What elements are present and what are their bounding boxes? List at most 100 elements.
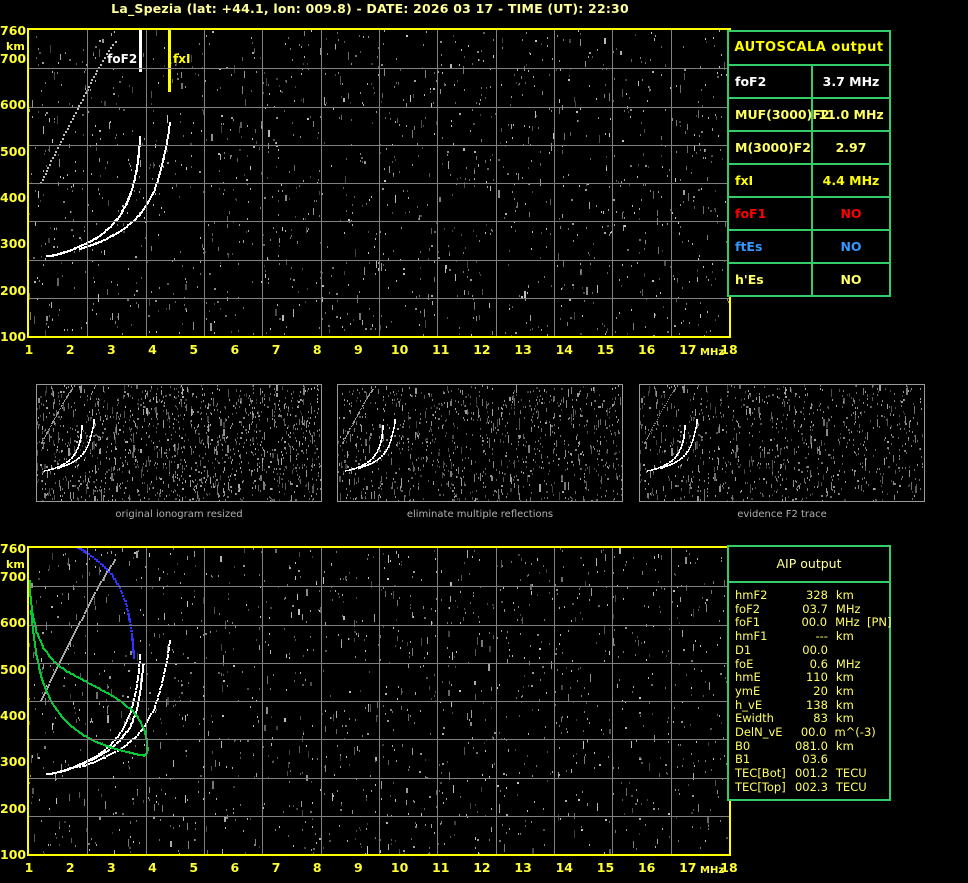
aip-row: ymE 20 km (735, 684, 889, 699)
aip-param-unit (836, 644, 868, 658)
aip-row: B0 081.0 km (735, 739, 889, 754)
thumbnail-original-ionogram-resized[interactable] (36, 384, 322, 502)
aip-param-label: hmF2 (735, 588, 786, 603)
aip-param-flag (868, 726, 889, 740)
x-tick-label: 1 (14, 860, 44, 875)
main-plot-trace-layer (29, 30, 729, 336)
aip-param-unit: TECU (836, 780, 868, 795)
gridline-horizontal (29, 183, 729, 184)
gridline-horizontal (29, 260, 729, 261)
aip-param-unit: MHz (836, 657, 868, 672)
gridline-horizontal (29, 625, 729, 626)
aip-param-flag (868, 603, 889, 617)
y-tick-label: 500 (0, 144, 26, 159)
aip-row: foF2 03.7 MHz (735, 602, 889, 617)
aip-param-value: 081.0 (786, 739, 836, 754)
aip-param-value: 03.7 (786, 602, 836, 617)
y-tick-label: 760 (0, 541, 26, 556)
x-tick-label: 3 (96, 342, 126, 357)
x-tick-label: 16 (632, 342, 662, 357)
marker-fof2-line (139, 30, 143, 72)
aip-param-value: 138 (786, 698, 836, 713)
y-tick-label: 300 (0, 754, 26, 769)
thumbnail-caption-2: evidence F2 trace (639, 509, 925, 520)
y-tick-label: 200 (0, 801, 26, 816)
gridline-horizontal (29, 221, 729, 222)
aip-param-flag (868, 644, 889, 658)
x-tick-label: 10 (385, 860, 415, 875)
y-tick-label: 400 (0, 190, 26, 205)
bottom-plot-area[interactable] (27, 546, 731, 856)
aip-param-label: Ewidth (735, 712, 786, 726)
aip-param-flag (868, 699, 889, 713)
x-tick-label: 4 (138, 860, 168, 875)
aip-param-label: TEC[Bot] (735, 766, 786, 781)
marker-fxi-label: fxI (173, 52, 190, 66)
x-tick-label: 17 (673, 860, 703, 875)
bottom-plot-noise-layer (29, 548, 729, 854)
aip-row: hmE 110 km (735, 671, 889, 685)
aip-param-unit: km (836, 671, 868, 685)
aip-param-flag (868, 712, 889, 726)
y-tick-label: 500 (0, 662, 26, 677)
y-tick-label: 100 (0, 847, 26, 862)
gridline-horizontal (29, 778, 729, 779)
x-tick-label: 9 (343, 860, 373, 875)
main-plot-area[interactable]: foF2 fxI (27, 28, 731, 338)
gridline-horizontal (29, 663, 729, 664)
autoscala-param-label: foF1 (729, 198, 813, 229)
aip-row: hmF1 --- km (735, 629, 889, 644)
x-tick-label: 5 (179, 342, 209, 357)
autoscala-param-value: 4.4 MHz (813, 165, 889, 196)
y-tick-label: 600 (0, 97, 26, 112)
thumbnail-eliminate-multiple-reflections[interactable] (337, 384, 623, 502)
aip-param-label: foF1 (735, 616, 786, 630)
aip-param-value: 03.6 (786, 753, 836, 767)
aip-param-flag (868, 753, 889, 767)
x-tick-label: 18 (714, 860, 744, 875)
aip-param-label: hmF1 (735, 629, 786, 644)
autoscala-param-label: MUF(3000)F2 (729, 99, 830, 130)
aip-row: D1 00.0 (735, 643, 889, 658)
autoscala-row: foF2 3.7 MHz (729, 66, 889, 99)
x-tick-label: 5 (179, 860, 209, 875)
main-plot-y-unit: km (6, 40, 25, 53)
aip-param-value: 00.0 (786, 616, 835, 630)
x-tick-label: 14 (549, 860, 579, 875)
aip-param-label: foE (735, 657, 786, 672)
aip-param-unit: km (836, 712, 868, 726)
x-tick-label: 12 (467, 342, 497, 357)
autoscala-param-value: 2.97 (813, 132, 889, 163)
aip-param-unit: km (836, 629, 868, 644)
y-tick-label: 300 (0, 236, 26, 251)
aip-param-flag (868, 589, 889, 603)
aip-param-value: 20 (786, 684, 836, 699)
y-tick-label: 760 (0, 23, 26, 38)
aip-row: h_vE 138 km (735, 698, 889, 713)
gridline-horizontal (29, 68, 729, 69)
aip-param-value: 001.2 (786, 766, 836, 781)
marker-fof2-label: foF2 (107, 52, 137, 66)
autoscala-row: fxI 4.4 MHz (729, 165, 889, 198)
thumbnail-evidence-f2-trace[interactable] (639, 384, 925, 502)
gridline-horizontal (29, 586, 729, 587)
aip-param-label: DelN_vE (735, 725, 785, 740)
x-tick-label: 4 (138, 342, 168, 357)
thumbnail-caption-0: original ionogram resized (36, 509, 322, 520)
aip-row: hmF2 328 km (735, 588, 889, 603)
autoscala-param-value: NO (813, 264, 889, 295)
y-tick-label: 700 (0, 51, 26, 66)
gridline-horizontal (29, 739, 729, 740)
aip-param-flag (868, 630, 889, 644)
autoscala-param-value: NO (813, 198, 889, 229)
gridline-horizontal (29, 107, 729, 108)
aip-param-unit: TECU (836, 766, 868, 781)
x-tick-label: 9 (343, 342, 373, 357)
x-tick-label: 16 (632, 860, 662, 875)
aip-param-unit: MHz (835, 616, 867, 630)
x-tick-label: 8 (302, 860, 332, 875)
bottom-plot-profile-layer (29, 548, 729, 854)
aip-param-value: --- (786, 629, 836, 644)
aip-param-unit: km (836, 739, 868, 754)
x-tick-label: 8 (302, 342, 332, 357)
